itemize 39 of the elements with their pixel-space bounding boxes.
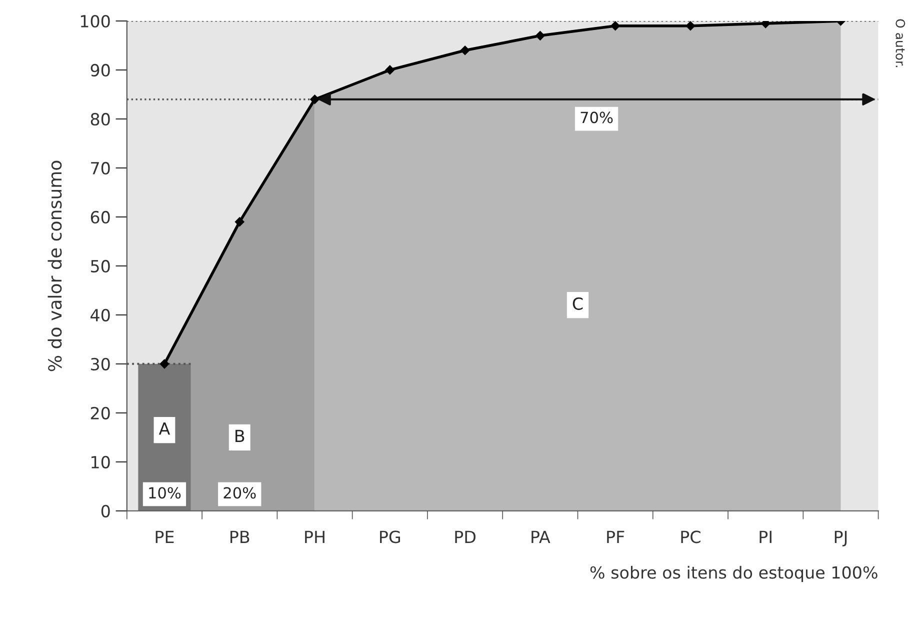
x-tick-label: PJ: [834, 530, 847, 546]
x-tick-label: PD: [455, 530, 476, 543]
point: [385, 65, 395, 75]
x-tick-label: PE: [156, 530, 174, 543]
point: [686, 21, 696, 30]
point: [760, 20, 770, 28]
point: [536, 31, 545, 40]
y-tick-label: 60: [90, 210, 110, 224]
series-label: A: [158, 422, 170, 435]
y-tick-label: 20: [90, 406, 110, 420]
y-axis-title: % do valor de consumo: [48, 160, 62, 372]
y-tick-label: 50: [91, 260, 110, 272]
series-label: C: [572, 297, 583, 310]
y-tick-label: 40: [90, 308, 110, 322]
y-tick-label: 10: [92, 456, 110, 468]
y-tick-label: 30: [90, 358, 110, 370]
x-tick-label: PC: [681, 530, 700, 544]
y-tick-label: 70: [91, 162, 110, 175]
x-axis-title: % sobre os itens do estoque 100%: [590, 566, 878, 582]
series-label: B: [236, 430, 244, 442]
y-tick-label: 90: [90, 64, 110, 77]
point: [610, 21, 620, 30]
point: [460, 46, 470, 55]
point: [310, 94, 320, 104]
point: [234, 217, 244, 226]
x-tick-label: PH: [305, 530, 324, 543]
annotation: 10%: [149, 487, 181, 499]
x-tick-label: PA: [532, 530, 550, 543]
y-tick-label: 0: [101, 504, 110, 518]
point: [160, 359, 170, 369]
text: O autor.: [896, 19, 906, 68]
x-tick-label: PB: [230, 530, 250, 543]
y-tick-label: 100: [80, 14, 110, 28]
annotation: 20%: [224, 487, 256, 499]
annotation: 70%: [580, 112, 613, 124]
y-tick-label: 80: [90, 112, 110, 126]
x-tick-label: PG: [380, 530, 400, 544]
x-tick-label: PF: [607, 530, 624, 543]
x-tick-label: PI: [760, 530, 772, 543]
